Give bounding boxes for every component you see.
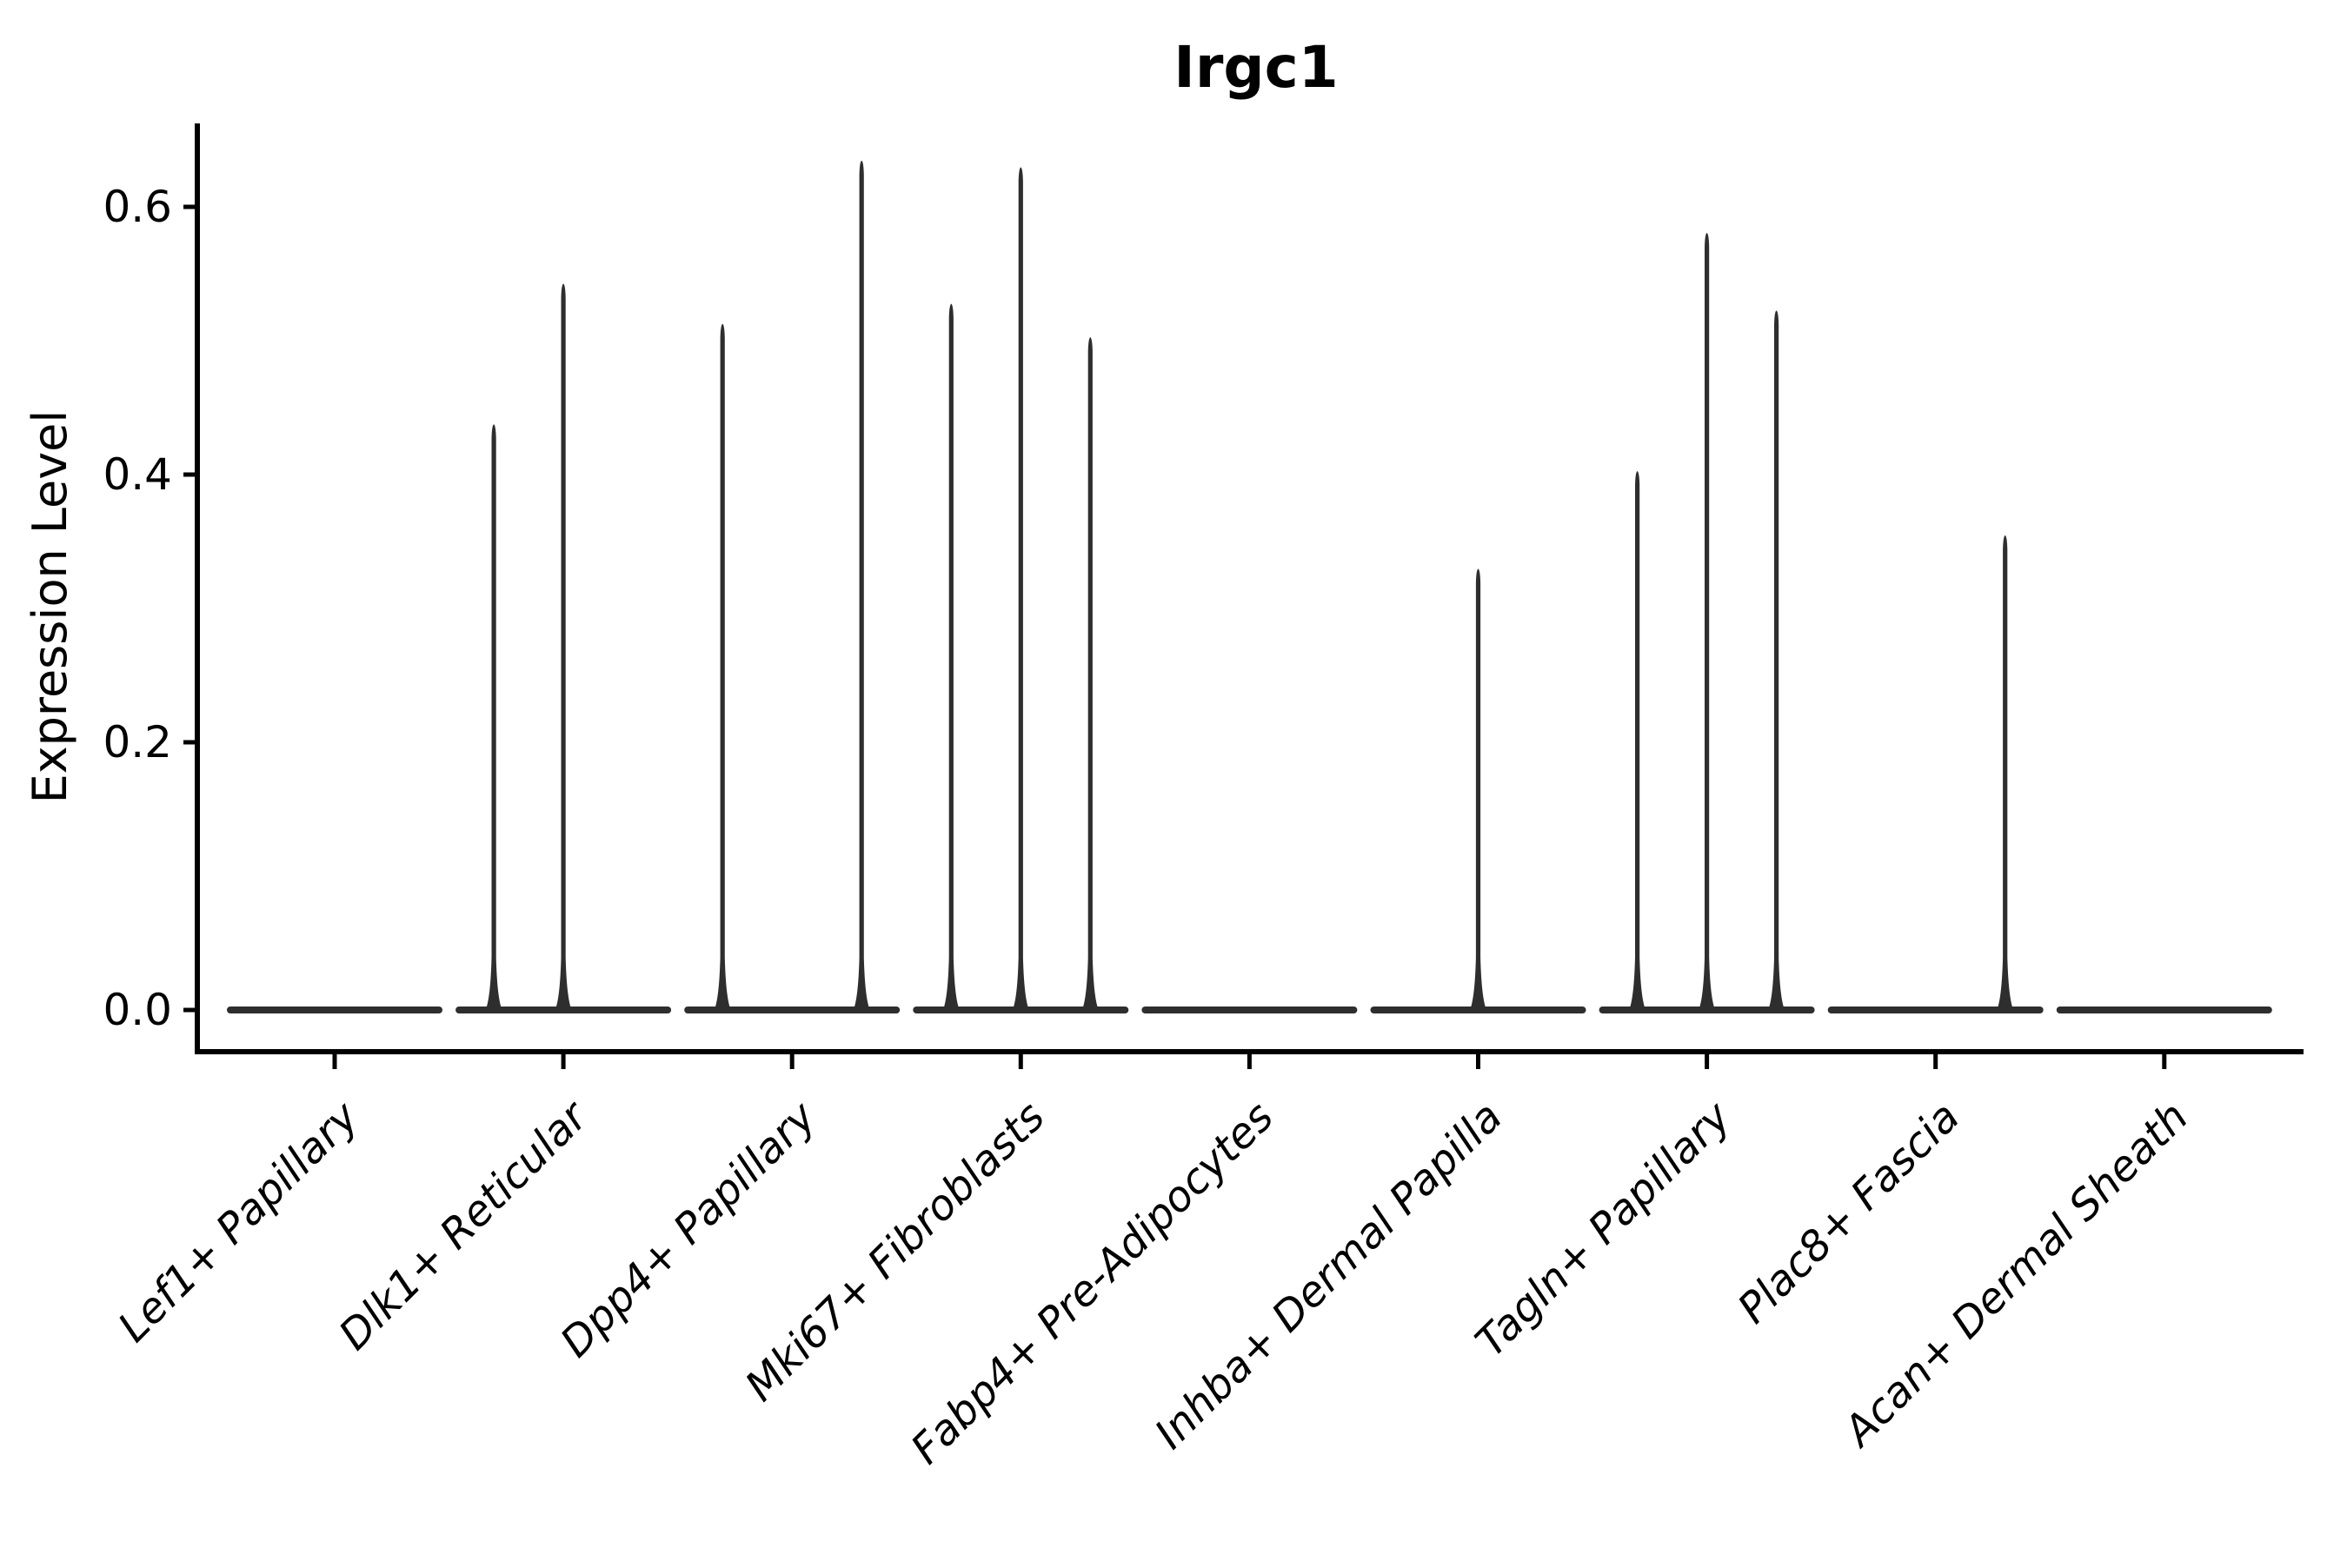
violin-group	[1599, 232, 1815, 1013]
violin-spike	[1627, 471, 1647, 1013]
y-tick-label: 0.4	[103, 449, 172, 500]
violin-spike	[554, 283, 574, 1013]
violin-spike	[1011, 167, 1031, 1013]
violins	[227, 160, 2272, 1013]
x-tick-label: Dlk1+ Reticular	[329, 1091, 599, 1360]
violin-spike	[941, 303, 961, 1013]
plot-title: Irgc1	[1174, 34, 1338, 101]
x-tick-label: Dpp4+ Papillary	[551, 1092, 826, 1366]
violin-spike	[1080, 337, 1100, 1013]
violin-spike	[852, 160, 872, 1013]
y-tick-label: 0.2	[103, 717, 172, 767]
y-axis-label: Expression Level	[23, 410, 77, 804]
violin-spike	[1766, 310, 1786, 1013]
violin-spike	[1995, 535, 2015, 1013]
x-tick-label: Plac8+ Fascia	[1729, 1093, 1970, 1333]
violin-group	[1827, 535, 2044, 1013]
violin-spike	[1468, 568, 1488, 1013]
violin-spike	[713, 323, 733, 1013]
x-tick-label: Fabp4+ Pre-Adipocytes	[901, 1093, 1283, 1474]
y-tick-label: 0.6	[103, 182, 172, 232]
axes	[195, 123, 2304, 1054]
y-axis: 0.0 0.2 0.4 0.6	[103, 182, 197, 1035]
y-tick-label: 0.0	[103, 985, 172, 1035]
x-tick-label: Tagln+ Papillary	[1466, 1092, 1741, 1366]
violin-group	[913, 167, 1129, 1013]
x-tick-label: Lef1+ Papillary	[109, 1092, 369, 1352]
violin-group	[1370, 568, 1586, 1013]
violin-group	[455, 283, 672, 1013]
violin-spike	[1697, 232, 1717, 1013]
violin-group	[684, 160, 901, 1013]
violin-spike	[484, 424, 504, 1013]
